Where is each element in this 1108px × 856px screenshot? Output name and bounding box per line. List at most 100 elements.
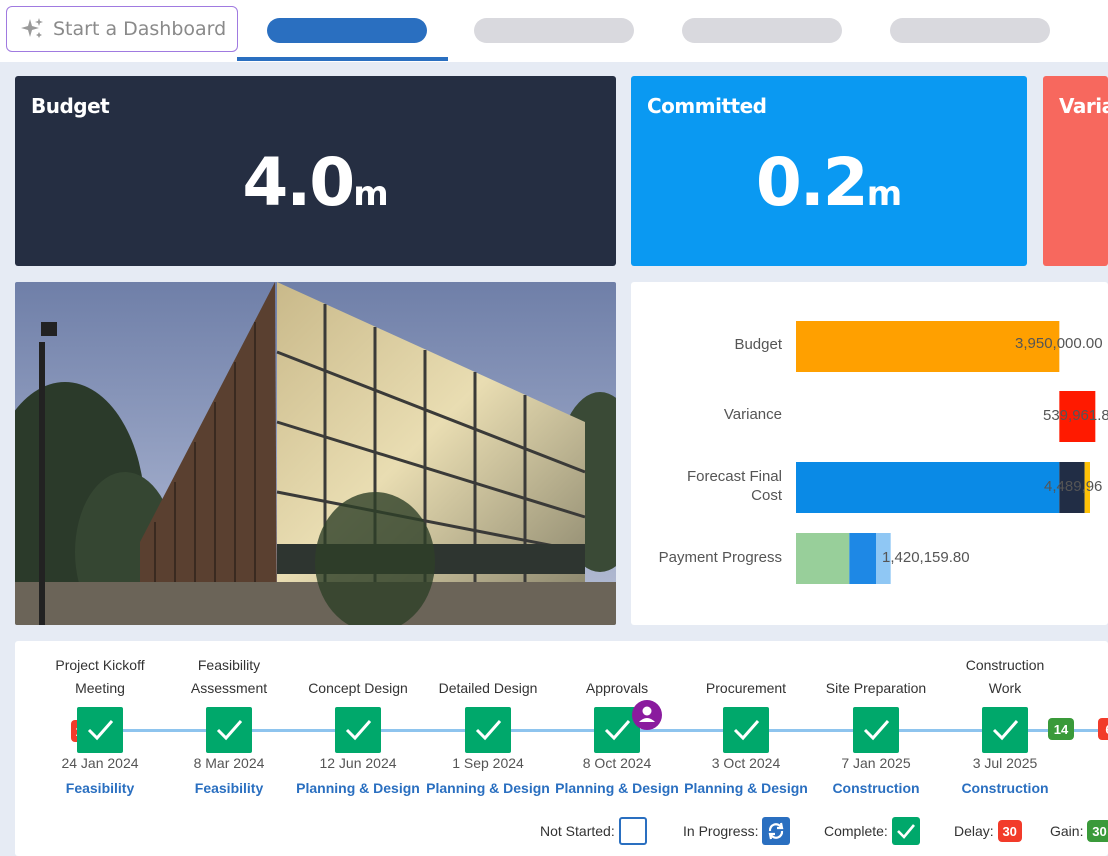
active-tab-indicator — [237, 57, 448, 61]
chart-label-payment-text: Payment Progress — [658, 549, 782, 566]
kpi-committed-unit: m — [866, 174, 903, 214]
milestone-phase-link[interactable]: Feasibility — [65, 780, 135, 796]
legend-delay-badge: 30 — [997, 820, 1022, 842]
bar-forecast-final-cost-segment-0[interactable] — [796, 462, 1060, 513]
legend-complete: Complete: — [824, 817, 920, 845]
milestone-complete-check-icon[interactable] — [206, 707, 252, 753]
milestone-name-line: Assessment — [190, 680, 268, 696]
kpi-budget-title: Budget — [31, 94, 110, 118]
milestone-date: 8 Mar 2024 — [193, 755, 265, 771]
bar-variance-segment-0[interactable] — [1059, 391, 1096, 442]
milestone-date: 1 Sep 2024 — [452, 755, 524, 771]
milestone-complete-check-icon[interactable] — [982, 707, 1028, 753]
chart-label-forecast-line2: Cost — [751, 487, 782, 504]
legend-in-progress-label: In Progress: — [683, 823, 759, 839]
kpi-committed-number: 0.2 — [755, 144, 869, 221]
milestone-name: Procurement — [676, 677, 816, 700]
bar-forecast-final-cost-segment-1[interactable] — [1059, 462, 1085, 513]
kpi-budget-number: 4.0 — [242, 144, 355, 221]
kpi-budget-unit: m — [353, 174, 389, 214]
milestone-name-line: Site Preparation — [825, 680, 927, 696]
milestone-date: 24 Jan 2024 — [61, 755, 139, 771]
kpi-budget-card: Budget 4.0m — [15, 76, 616, 266]
chart-label-forecast: Forecast Final Cost — [687, 467, 782, 505]
milestone-date: 3 Jul 2025 — [972, 755, 1038, 771]
chart-label-payment: Payment Progress — [659, 548, 782, 567]
tab-4[interactable] — [890, 18, 1050, 43]
milestone-name: Feasibility Assessment — [159, 654, 299, 700]
cost-summary-chart: Budget Variance Forecast Final Cost Payme… — [631, 282, 1108, 625]
bar-payment-progress-segment-1[interactable] — [849, 533, 876, 584]
bar-payment-progress-segment-0[interactable] — [796, 533, 850, 584]
milestone-date: 7 Jan 2025 — [841, 755, 911, 771]
milestone-name: Site Preparation — [806, 677, 946, 700]
milestone-complete-check-icon[interactable] — [335, 707, 381, 753]
bar-payment-progress-segment-2[interactable] — [876, 533, 891, 584]
milestone-date: 3 Oct 2024 — [711, 755, 781, 771]
top-bar: Start a Dashboard — [0, 0, 1108, 62]
legend-delay-label: Delay: — [954, 823, 994, 839]
legend-gain-badge: 30 — [1087, 820, 1108, 842]
user-avatar-icon[interactable] — [632, 700, 662, 730]
start-dashboard-button[interactable]: Start a Dashboard — [6, 6, 238, 52]
chart-label-budget-text: Budget — [734, 336, 782, 353]
bar-budget-segment-0[interactable] — [796, 321, 1060, 372]
milestone-phase-link[interactable]: Construction — [961, 780, 1049, 796]
milestone-complete-check-icon[interactable] — [77, 707, 123, 753]
kpi-committed-card: Committed 0.2m — [631, 76, 1027, 266]
chart-label-budget: Budget — [734, 335, 782, 354]
milestone-phase-link[interactable]: Construction — [832, 780, 920, 796]
milestone-name: Detailed Design — [418, 677, 558, 700]
legend-in-progress: In Progress: — [683, 817, 791, 845]
tab-2[interactable] — [474, 18, 634, 43]
milestone-name-line: Project Kickoff — [55, 657, 145, 673]
chart-label-variance: Variance — [724, 405, 782, 424]
milestone-name-line: Concept Design — [308, 680, 408, 696]
milestone-phase-link[interactable]: Feasibility — [194, 780, 264, 796]
project-photo — [15, 282, 616, 625]
milestone-name: Approvals — [547, 677, 687, 700]
milestone-complete-check-icon[interactable] — [853, 707, 899, 753]
milestone-name: Construction Work — [935, 654, 1075, 700]
milestone-phase-link[interactable]: Planning & Design — [296, 780, 420, 796]
kpi-committed-title: Committed — [647, 94, 767, 118]
milestone-phase-link[interactable]: Planning & Design — [684, 780, 808, 796]
timeline-track — [75, 729, 1108, 732]
gain-badge: 14 — [1048, 718, 1074, 740]
kpi-budget-value: 4.0m — [15, 144, 616, 221]
kpi-variance-card: Varia — [1043, 76, 1108, 266]
tab-1[interactable] — [267, 18, 427, 43]
kpi-committed-value: 0.2m — [631, 144, 1027, 221]
milestone-name-line: Procurement — [705, 680, 787, 696]
legend-not-started-label: Not Started: — [540, 823, 615, 839]
bar-forecast-final-cost-segment-2[interactable] — [1084, 462, 1090, 513]
milestone-name-line: Detailed Design — [438, 680, 538, 696]
milestone-name: Project Kickoff Meeting — [30, 654, 170, 700]
delay-badge-next: 6 — [1098, 718, 1108, 740]
milestone-complete-check-icon[interactable] — [723, 707, 769, 753]
chart-label-variance-text: Variance — [723, 406, 782, 423]
milestone-phase-link[interactable]: Planning & Design — [555, 780, 679, 796]
milestone-name-line: Construction — [965, 657, 1045, 673]
legend-gain-label: Gain: — [1050, 823, 1084, 839]
sparkle-icon — [21, 18, 43, 38]
milestone-name-line: Approvals — [585, 680, 649, 696]
legend-delay: Delay: 30 — [954, 817, 1022, 845]
milestone-complete-check-icon[interactable] — [465, 707, 511, 753]
chart-value-variance: 539,961.8 — [1043, 407, 1108, 424]
milestone-name-line: Work — [988, 680, 1022, 696]
chart-label-forecast-line1: Forecast Final — [686, 468, 782, 485]
legend-complete-label: Complete: — [824, 823, 888, 839]
tab-3[interactable] — [682, 18, 842, 43]
milestone-name: Concept Design — [288, 677, 428, 700]
milestone-name-line: Feasibility — [197, 657, 261, 673]
chart-value-budget: 3,950,000.00 — [1015, 335, 1103, 352]
not-started-icon — [618, 817, 647, 845]
check-icon — [891, 817, 920, 845]
chart-value-forecast: 4,489,96 — [1044, 478, 1103, 495]
milestone-phase-link[interactable]: Planning & Design — [426, 780, 550, 796]
start-dashboard-label: Start a Dashboard — [53, 18, 227, 40]
milestone-name-line: Meeting — [75, 680, 125, 696]
legend-not-started: Not Started: — [540, 817, 647, 845]
